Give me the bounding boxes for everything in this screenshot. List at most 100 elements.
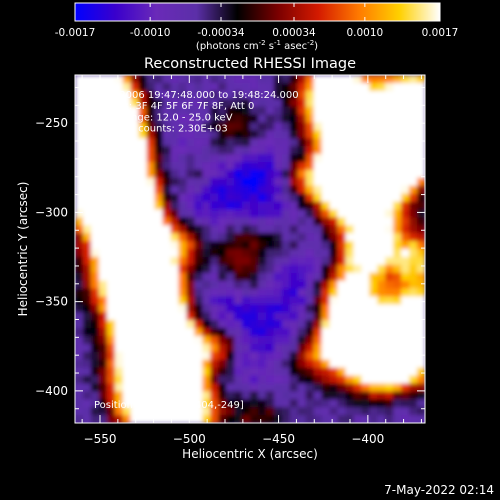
heatmap-cell: [417, 241, 425, 250]
heatmap-cell: [114, 209, 124, 218]
heatmap-cell: [337, 138, 347, 147]
heatmap-cell: [313, 217, 323, 226]
heatmap-cell: [90, 336, 100, 345]
heatmap-cell: [162, 130, 172, 139]
heatmap-cell: [154, 122, 164, 131]
heatmap-cell: [75, 351, 84, 361]
heatmap-cell: [401, 367, 410, 377]
heatmap-cell: [82, 209, 92, 218]
heatmap-cell: [178, 343, 187, 353]
heatmap-cell: [385, 154, 394, 163]
heatmap-cell: [393, 320, 402, 329]
heatmap-cell: [122, 407, 132, 416]
heatmap-cell: [210, 185, 219, 195]
heatmap-cell: [194, 154, 203, 163]
heatmap-cell: [289, 249, 299, 258]
heatmap-cell: [385, 399, 394, 408]
heatmap-cell: [106, 304, 116, 313]
heatmap-cell: [329, 201, 339, 211]
heatmap-cell: [337, 169, 347, 179]
heatmap-cell: [250, 296, 259, 305]
heatmap-cell: [273, 225, 283, 234]
heatmap-cell: [353, 217, 362, 226]
heatmap-cell: [186, 225, 195, 234]
heatmap-cell: [226, 225, 235, 234]
heatmap-cell: [82, 185, 92, 195]
heatmap-cell: [329, 272, 339, 282]
heatmap-cell: [130, 106, 140, 116]
heatmap-cell: [401, 328, 410, 337]
heatmap-cell: [178, 304, 187, 313]
heatmap-cell: [98, 138, 108, 147]
heatmap-cell: [289, 312, 299, 321]
heatmap-cell: [353, 304, 362, 313]
heatmap-cell: [170, 193, 180, 203]
heatmap-cell: [242, 106, 251, 116]
heatmap-cell: [226, 304, 235, 313]
heatmap-cell: [146, 114, 156, 124]
heatmap-cell: [250, 288, 259, 298]
heatmap-cell: [82, 312, 92, 321]
heatmap-cell: [178, 98, 187, 108]
heatmap-cell: [329, 169, 339, 179]
heatmap-cell: [122, 415, 132, 423]
heatmap-cell: [90, 185, 100, 195]
heatmap-cell: [417, 75, 425, 84]
heatmap-cell: [297, 391, 307, 400]
heatmap-cell: [361, 106, 370, 116]
heatmap-cell: [401, 201, 410, 211]
heatmap-cell: [90, 383, 100, 392]
heatmap-cell: [122, 122, 132, 131]
heatmap-cell: [178, 359, 187, 369]
heatmap-cell: [337, 75, 347, 84]
heatmap-cell: [210, 114, 219, 124]
heatmap-cell: [202, 264, 211, 274]
heatmap-cell: [130, 169, 140, 179]
heatmap-cell: [393, 256, 402, 266]
heatmap-cell: [114, 336, 124, 345]
heatmap-cell: [385, 90, 394, 100]
heatmap-cell: [226, 130, 235, 139]
heatmap-cell: [250, 98, 259, 108]
heatmap-cell: [98, 256, 108, 266]
heatmap-cell: [122, 185, 132, 195]
heatmap-cell: [281, 233, 291, 242]
heatmap-cell: [377, 415, 386, 423]
heatmap-cell: [250, 162, 259, 171]
heatmap-cell: [226, 280, 235, 290]
heatmap-cell: [178, 312, 187, 321]
heatmap-cell: [265, 241, 275, 250]
heatmap-cell: [234, 114, 243, 124]
heatmap-cell: [154, 312, 164, 321]
heatmap-cell: [162, 367, 172, 377]
heatmap-cell: [234, 296, 243, 305]
heatmap-cell: [170, 106, 180, 116]
heatmap-cell: [122, 114, 132, 124]
heatmap-cell: [345, 130, 355, 139]
heatmap-cell: [377, 233, 386, 242]
heatmap-cell: [250, 343, 259, 353]
heatmap-cell: [210, 162, 219, 171]
heatmap-cell: [329, 264, 339, 274]
heatmap-cell: [154, 367, 164, 377]
heatmap-cell: [242, 114, 251, 124]
heatmap-cell: [257, 359, 267, 369]
heatmap-cell: [234, 130, 243, 139]
heatmap-cell: [417, 185, 425, 195]
heatmap-cell: [281, 256, 291, 266]
heatmap-cell: [122, 383, 132, 392]
heatmap-cell: [409, 90, 418, 100]
heatmap-cell: [257, 272, 267, 282]
heatmap-cell: [385, 225, 394, 234]
heatmap-cell: [210, 312, 219, 321]
heatmap-cell: [377, 225, 386, 234]
heatmap-cell: [361, 296, 370, 305]
heatmap-cell: [273, 90, 283, 100]
heatmap-cell: [377, 359, 386, 369]
heatmap-cell: [210, 415, 219, 423]
heatmap-cell: [178, 106, 187, 116]
heatmap-cell: [250, 193, 259, 203]
heatmap-cell: [210, 375, 219, 385]
heatmap-cell: [82, 217, 92, 226]
axes: −550 −500 −450 −400−250−300−350−400: [35, 75, 425, 446]
